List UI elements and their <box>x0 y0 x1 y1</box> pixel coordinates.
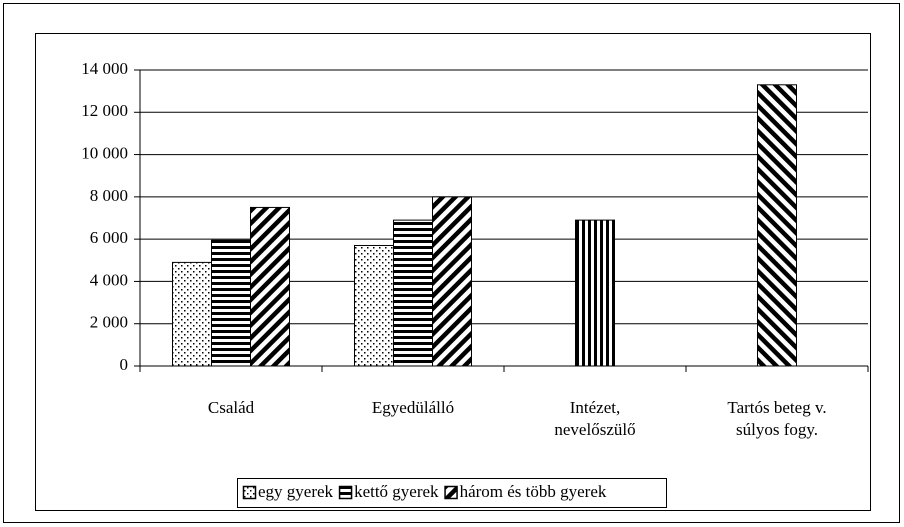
x-tick-label: Egyedülálló <box>372 398 454 417</box>
legend-swatch <box>338 485 353 500</box>
bar <box>354 244 394 367</box>
legend-label: egy gyerek <box>258 482 334 501</box>
bar <box>575 219 615 367</box>
legend-swatch <box>444 485 458 500</box>
x-tick-label: Tartós beteg v. <box>727 398 826 417</box>
y-tick-label: 4 000 <box>90 270 128 289</box>
y-tick-label: 12 000 <box>81 101 128 120</box>
y-tick-label: 6 000 <box>90 228 128 247</box>
bar <box>393 219 433 367</box>
bar <box>432 196 472 367</box>
legend-label: kettő gyerek <box>354 482 439 501</box>
x-tick-label: nevelőszülő <box>554 420 635 439</box>
x-tick-label: Intézet, <box>570 398 621 417</box>
y-tick-label: 14 000 <box>81 59 128 78</box>
y-tick-label: 10 000 <box>81 143 128 162</box>
legend-label: három és több gyerek <box>460 482 607 501</box>
legend-swatch <box>242 485 257 500</box>
x-tick-label: súlyos fogy. <box>736 420 818 439</box>
y-tick-label: 2 000 <box>90 313 128 332</box>
bar <box>250 206 290 367</box>
x-tick-label: Család <box>208 398 255 417</box>
bar <box>172 261 212 367</box>
y-tick-label: 0 <box>120 355 129 374</box>
chart-area <box>35 33 871 511</box>
y-tick-label: 8 000 <box>90 186 128 205</box>
bar <box>757 84 797 367</box>
bar <box>211 239 251 367</box>
